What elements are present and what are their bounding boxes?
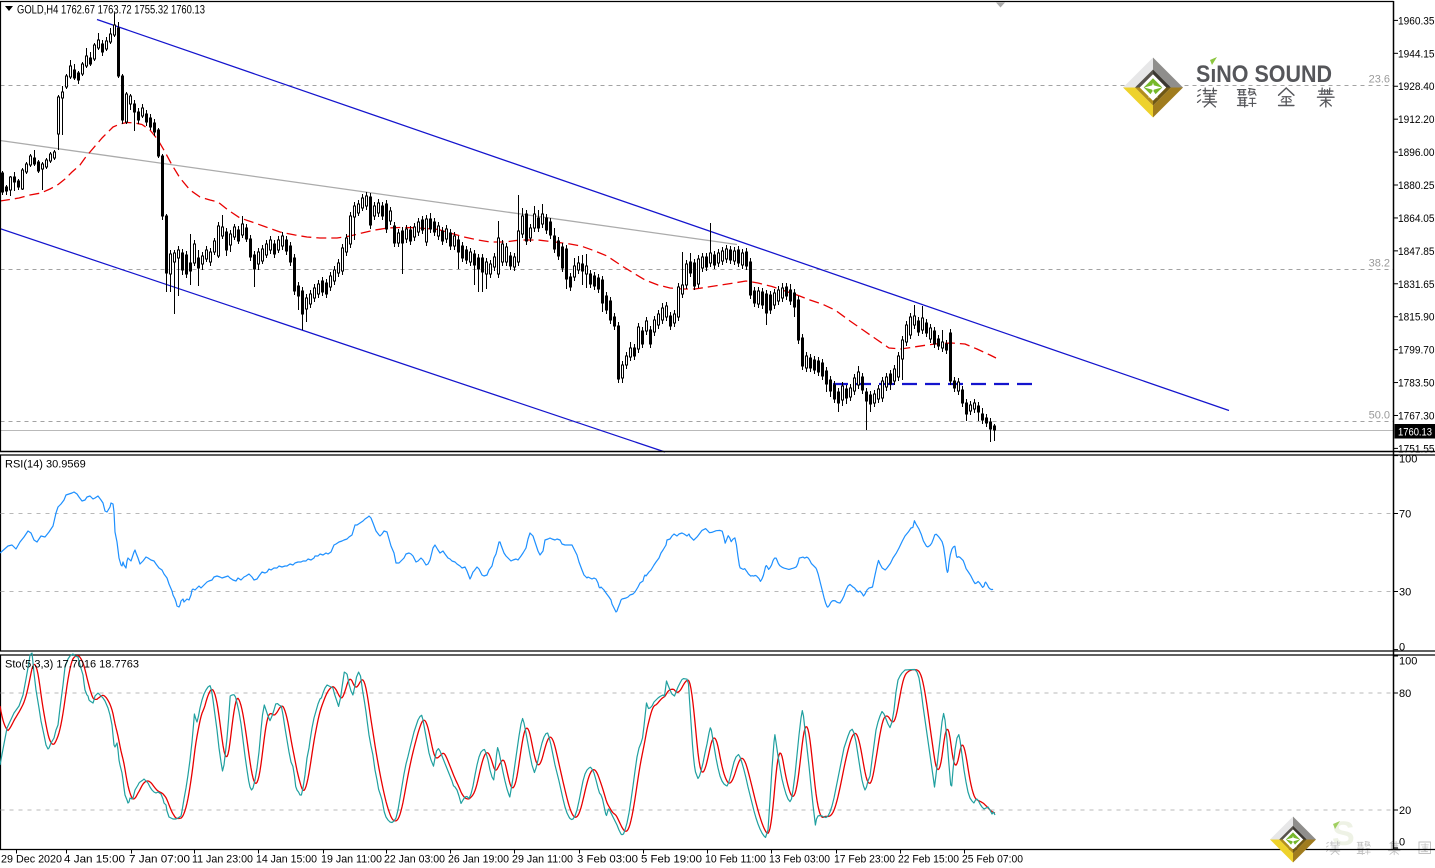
svg-text:1847.85: 1847.85 bbox=[1398, 246, 1435, 258]
svg-text:22 Feb 15:00: 22 Feb 15:00 bbox=[898, 854, 959, 866]
svg-text:1944.15: 1944.15 bbox=[1398, 48, 1435, 60]
svg-text:70: 70 bbox=[1399, 509, 1411, 521]
svg-text:30: 30 bbox=[1399, 587, 1411, 599]
svg-text:11 Jan 23:00: 11 Jan 23:00 bbox=[192, 854, 253, 866]
svg-text:1815.90: 1815.90 bbox=[1398, 312, 1435, 324]
svg-text:5 Feb 19:00: 5 Feb 19:00 bbox=[641, 854, 702, 866]
svg-text:7 Jan 07:00: 7 Jan 07:00 bbox=[129, 854, 190, 866]
svg-text:26 Jan 19:00: 26 Jan 19:00 bbox=[448, 854, 509, 866]
svg-text:1864.05: 1864.05 bbox=[1398, 213, 1435, 225]
svg-text:100: 100 bbox=[1399, 454, 1417, 466]
svg-text:1896.00: 1896.00 bbox=[1398, 147, 1435, 159]
svg-text:25 Feb 07:00: 25 Feb 07:00 bbox=[962, 854, 1023, 866]
svg-text:10 Feb 11:00: 10 Feb 11:00 bbox=[705, 854, 766, 866]
svg-text:17 Feb 23:00: 17 Feb 23:00 bbox=[834, 854, 895, 866]
svg-text:1799.70: 1799.70 bbox=[1398, 345, 1435, 357]
svg-text:23.6: 23.6 bbox=[1369, 74, 1390, 86]
svg-text:38.2: 38.2 bbox=[1369, 258, 1390, 270]
svg-text:29 Jan 11:00: 29 Jan 11:00 bbox=[512, 854, 573, 866]
svg-text:20: 20 bbox=[1399, 805, 1411, 817]
svg-text:1880.25: 1880.25 bbox=[1398, 180, 1435, 192]
svg-text:3 Feb 03:00: 3 Feb 03:00 bbox=[577, 854, 638, 866]
svg-text:50.0: 50.0 bbox=[1369, 410, 1390, 422]
svg-text:1960.35: 1960.35 bbox=[1398, 15, 1435, 27]
svg-text:4 Jan 15:00: 4 Jan 15:00 bbox=[64, 854, 125, 866]
svg-text:1751.55: 1751.55 bbox=[1398, 443, 1435, 455]
svg-text:14 Jan 15:00: 14 Jan 15:00 bbox=[256, 854, 317, 866]
svg-text:1928.40: 1928.40 bbox=[1398, 81, 1435, 93]
svg-text:Sto(5,3,3) 17.7016 18.7763: Sto(5,3,3) 17.7016 18.7763 bbox=[5, 659, 139, 671]
svg-text:100: 100 bbox=[1399, 656, 1417, 668]
svg-text:1783.50: 1783.50 bbox=[1398, 378, 1435, 390]
svg-text:19 Jan 11:00: 19 Jan 11:00 bbox=[321, 854, 382, 866]
svg-text:GOLD,H4 1762.67 1763.72 1755.: GOLD,H4 1762.67 1763.72 1755.32 1760.13 bbox=[17, 5, 205, 17]
svg-text:22 Jan 03:00: 22 Jan 03:00 bbox=[384, 854, 445, 866]
svg-text:29 Dec 2020: 29 Dec 2020 bbox=[1, 854, 62, 866]
svg-text:13 Feb 03:00: 13 Feb 03:00 bbox=[769, 854, 830, 866]
svg-text:1760.13: 1760.13 bbox=[1398, 427, 1432, 439]
svg-text:1912.20: 1912.20 bbox=[1398, 114, 1435, 126]
svg-text:1831.65: 1831.65 bbox=[1398, 279, 1435, 291]
svg-text:0: 0 bbox=[1399, 837, 1405, 849]
svg-text:0: 0 bbox=[1399, 642, 1405, 654]
svg-text:1767.30: 1767.30 bbox=[1398, 410, 1435, 422]
svg-text:SıNO SOUND: SıNO SOUND bbox=[1196, 61, 1332, 88]
svg-text:80: 80 bbox=[1399, 688, 1411, 700]
svg-text:RSI(14) 30.9569: RSI(14) 30.9569 bbox=[5, 459, 86, 471]
